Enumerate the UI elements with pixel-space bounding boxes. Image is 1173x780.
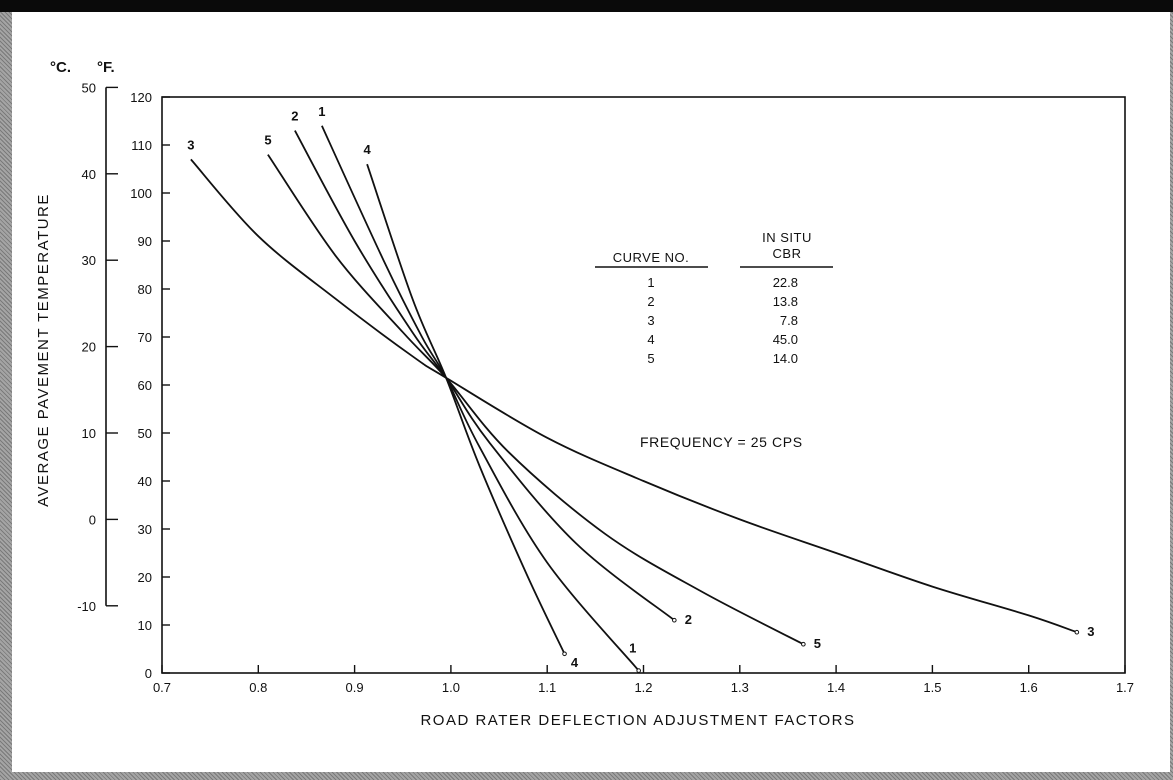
y-tick-label: 0 [145, 666, 152, 681]
x-tick-label: 1.0 [442, 680, 460, 695]
curve-label-3: 3 [187, 137, 194, 152]
cbr-table: CURVE NO. IN SITU CBR 1 22.8 2 13.8 3 7.8 4 45.… [595, 230, 833, 366]
curve-3 [190, 158, 1078, 634]
top-border [0, 0, 1173, 12]
x-tick-label: 0.9 [346, 680, 364, 695]
curve-label-5: 5 [264, 133, 271, 148]
y-tick-label: 10 [138, 618, 152, 633]
curve-2 [294, 130, 675, 621]
x-axis-title: ROAD RATER DEFLECTION ADJUSTMENT FACTORS [420, 712, 855, 729]
chart-panel [12, 12, 1170, 772]
curve-label-5: 5 [814, 636, 821, 651]
x-tick-label: 1.6 [1020, 680, 1038, 695]
y-tick-label: 110 [131, 138, 152, 153]
fahrenheit-unit-label: °F. [97, 59, 115, 76]
celsius-tick-label: 20 [82, 340, 96, 355]
celsius-tick-label: -10 [77, 599, 96, 614]
y-tick-label: 50 [138, 426, 152, 441]
table-rows: 1 22.8 2 13.8 3 7.8 4 45.0 5 14.0 [647, 275, 798, 366]
celsius-tick-label: 0 [89, 512, 96, 527]
curve-2-endpoint [672, 617, 677, 623]
curve-5 [267, 154, 804, 646]
y-axis-ticks: 0 10 20 30 40 50 60 70 80 90 100 110 120 [130, 90, 170, 681]
x-axis-ticks: 0.7 0.8 0.9 1.0 1.1 1.2 1.3 1.4 1.5 1.6 1.7 [153, 665, 1134, 695]
curve-labels: 3 5 2 1 4 4 1 2 5 3 [187, 104, 1094, 670]
y-tick-label: 30 [138, 522, 152, 537]
y-tick-label: 40 [138, 474, 152, 489]
table-cell-curve: 4 [647, 332, 654, 347]
table-header-cbr: CBR [773, 246, 802, 261]
celsius-tick-label: 40 [82, 167, 96, 182]
y-tick-label: 70 [138, 330, 152, 345]
y-axis-title: AVERAGE PAVEMENT TEMPERATURE [35, 193, 52, 507]
table-cell-curve: 2 [647, 294, 654, 309]
celsius-unit-label: °C. [50, 59, 71, 76]
table-cell-curve: 3 [647, 313, 654, 328]
curve-3-endpoint [1074, 629, 1080, 635]
celsius-tick-label: 50 [82, 80, 96, 95]
table-cell-cbr: 7.8 [780, 313, 798, 328]
celsius-axis-ticks: -10 0 10 20 30 40 50 [77, 80, 118, 614]
plot-border [161, 96, 1126, 674]
curve-label-3: 3 [1087, 624, 1094, 639]
x-tick-label: 1.1 [538, 680, 556, 695]
curves [190, 125, 1080, 673]
curve-1-endpoint [636, 668, 641, 673]
curve-5-endpoint [801, 641, 806, 647]
x-tick-label: 1.4 [827, 680, 845, 695]
curve-label-1: 1 [318, 104, 325, 119]
y-tick-label: 120 [130, 90, 152, 105]
x-tick-label: 0.8 [249, 680, 267, 695]
table-cell-cbr: 22.8 [773, 275, 798, 290]
y-tick-label: 90 [138, 234, 152, 249]
table-cell-cbr: 13.8 [773, 294, 798, 309]
curve-label-2: 2 [685, 612, 692, 627]
table-cell-cbr: 14.0 [773, 351, 798, 366]
frequency-annotation: FREQUENCY = 25 CPS [640, 434, 803, 450]
table-cell-cbr: 45.0 [773, 332, 798, 347]
curve-4-endpoint [562, 651, 567, 657]
curve-label-4: 4 [571, 655, 579, 670]
x-tick-label: 1.5 [923, 680, 941, 695]
curve-4 [366, 163, 566, 655]
y-tick-label: 80 [138, 282, 152, 297]
celsius-tick-label: 10 [82, 426, 96, 441]
x-tick-label: 0.7 [153, 680, 171, 695]
x-tick-label: 1.7 [1116, 680, 1134, 695]
curve-label-2: 2 [291, 109, 298, 124]
celsius-tick-label: 30 [82, 253, 96, 268]
curve-label-1: 1 [629, 641, 636, 656]
table-cell-curve: 5 [647, 351, 654, 366]
y-tick-label: 20 [138, 570, 152, 585]
axes [105, 87, 1126, 674]
table-header-in-situ: IN SITU [762, 230, 812, 245]
x-tick-label: 1.2 [634, 680, 652, 695]
table-cell-curve: 1 [647, 275, 654, 290]
y-tick-label: 100 [130, 186, 152, 201]
x-tick-label: 1.3 [731, 680, 749, 695]
y-tick-label: 60 [138, 378, 152, 393]
curve-label-4: 4 [364, 142, 372, 157]
table-header-curve-no: CURVE NO. [613, 250, 690, 265]
